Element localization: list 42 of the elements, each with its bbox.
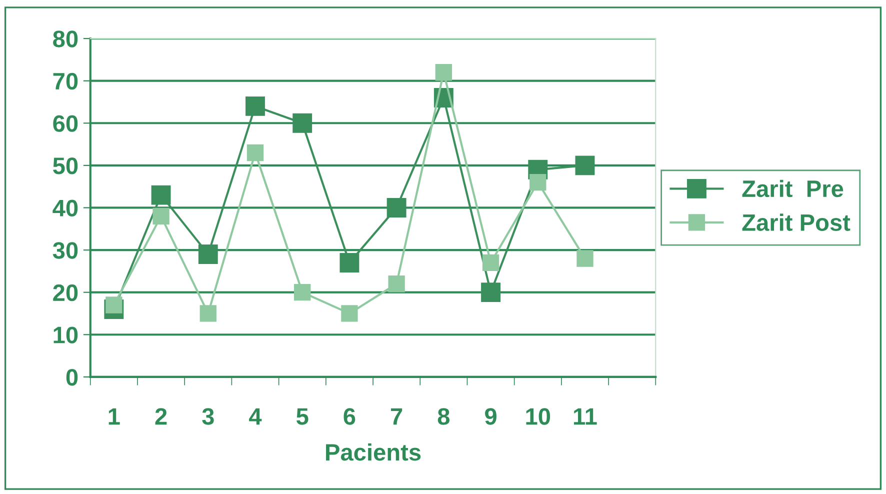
x-tick-label: 1 <box>108 408 120 425</box>
point <box>341 305 358 322</box>
point <box>482 254 500 272</box>
x-tick-label: 10 <box>526 408 550 425</box>
point <box>530 174 546 191</box>
x-tick-label: 8 <box>438 408 450 425</box>
y-tick-label: 80 <box>53 30 78 48</box>
point <box>340 252 360 272</box>
point <box>151 185 171 205</box>
y-tick-label: 0 <box>66 368 78 386</box>
point <box>576 250 594 267</box>
point <box>294 284 311 301</box>
x-tick-label: 3 <box>202 408 214 425</box>
point <box>292 113 312 133</box>
x-tick-label: 7 <box>391 408 402 425</box>
y-tick-label: 20 <box>53 284 78 302</box>
point <box>200 305 216 322</box>
x-tick-label: 5 <box>296 408 308 425</box>
y-tick-label: 30 <box>52 242 78 259</box>
x-tick-label: 9 <box>485 408 496 425</box>
x-tick-label: 11 <box>574 408 597 425</box>
point <box>106 296 122 314</box>
y-tick-label: 50 <box>53 157 78 174</box>
y-tick-label: 40 <box>52 200 78 217</box>
point <box>388 276 405 292</box>
x-tick-label: 2 <box>155 408 167 425</box>
point <box>198 244 218 264</box>
legend-label: Zarit Post <box>742 214 850 231</box>
y-tick-label: 60 <box>53 115 78 132</box>
y-tick-label: 70 <box>53 72 78 90</box>
point <box>246 96 265 116</box>
x-axis-title: Pacients <box>326 443 421 461</box>
point <box>435 64 452 81</box>
legend-label: Zarit Pre <box>742 180 844 198</box>
point <box>481 282 500 302</box>
point <box>386 198 406 218</box>
point <box>575 156 595 176</box>
point <box>152 208 170 225</box>
point <box>246 144 264 162</box>
x-tick-label: 6 <box>344 408 356 425</box>
x-tick-label: 4 <box>249 408 262 425</box>
y-tick-label: 10 <box>54 326 78 344</box>
